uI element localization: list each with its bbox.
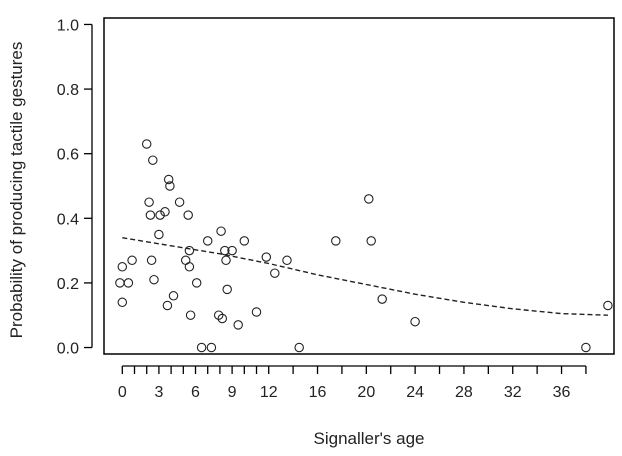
data-point	[149, 274, 159, 285]
data-point	[220, 245, 230, 256]
y-tick-label: 0.8	[57, 82, 79, 99]
data-point	[603, 300, 613, 311]
x-tick-label: 3	[154, 384, 163, 401]
data-point	[117, 262, 128, 272]
fit-line	[122, 237, 608, 316]
x-axis-title: Signaller's age	[314, 429, 425, 448]
data-point	[144, 197, 154, 207]
data-point	[174, 197, 185, 207]
x-tick-label: 28	[455, 384, 473, 401]
data-point	[146, 255, 157, 266]
data-point	[282, 255, 292, 266]
x-tick-label: 12	[260, 384, 278, 401]
x-tick-label: 24	[406, 384, 424, 401]
data-point	[154, 229, 164, 240]
data-point	[115, 278, 125, 288]
data-point	[168, 291, 179, 301]
data-point	[117, 297, 128, 308]
x-tick-label: 20	[357, 384, 375, 401]
data-point	[183, 210, 193, 220]
data-point	[127, 255, 137, 266]
data-points	[115, 139, 613, 353]
data-point	[294, 342, 304, 353]
data-point	[233, 320, 243, 330]
x-tick-label: 6	[191, 384, 200, 401]
plot-frame	[103, 17, 615, 355]
fit-line-layer	[122, 237, 608, 316]
y-tick-label: 0.0	[57, 341, 79, 358]
data-point	[185, 310, 196, 320]
data-point	[148, 155, 158, 165]
data-point	[239, 236, 250, 246]
data-point	[165, 181, 175, 191]
x-tick-label: 32	[504, 384, 522, 401]
data-point	[163, 174, 174, 185]
data-point	[364, 194, 374, 204]
data-point	[191, 278, 202, 288]
data-point	[184, 245, 195, 256]
data-point	[366, 236, 376, 246]
data-point	[202, 236, 213, 246]
y-axis: 0.0 0.2 0.4 0.6 0.8 1.0	[57, 17, 93, 358]
y-tick-label: 1.0	[57, 17, 79, 34]
y-tick-label: 0.2	[57, 276, 79, 293]
data-point	[251, 307, 262, 317]
y-axis-title: Probability of producing tactile gesture…	[7, 42, 26, 339]
x-tick-label: 16	[309, 384, 327, 401]
data-point	[270, 268, 280, 278]
y-tick-label: 0.6	[57, 147, 79, 164]
y-tick-label: 0.4	[57, 211, 79, 228]
data-point	[331, 236, 341, 246]
data-point	[213, 310, 224, 320]
data-point	[180, 255, 191, 266]
x-tick-label: 36	[553, 384, 571, 401]
data-point	[216, 226, 226, 236]
data-point	[123, 278, 134, 288]
x-tick-label: 0	[118, 384, 127, 401]
data-point	[206, 342, 217, 353]
data-point	[377, 294, 387, 304]
data-point	[196, 342, 207, 353]
x-tick-label: 9	[228, 384, 237, 401]
data-point	[162, 300, 173, 311]
x-axis: 0 3 6 9 12 16 20 24 28 32 36	[118, 365, 587, 401]
data-point	[227, 245, 237, 256]
data-point	[217, 313, 228, 324]
data-point	[261, 252, 272, 262]
data-point	[222, 284, 232, 295]
data-point	[160, 207, 170, 217]
data-point	[410, 316, 420, 327]
data-point	[581, 342, 591, 353]
data-point	[221, 255, 231, 266]
data-point	[155, 210, 165, 220]
data-point	[141, 139, 152, 149]
data-point	[184, 262, 195, 272]
data-point	[145, 210, 156, 220]
